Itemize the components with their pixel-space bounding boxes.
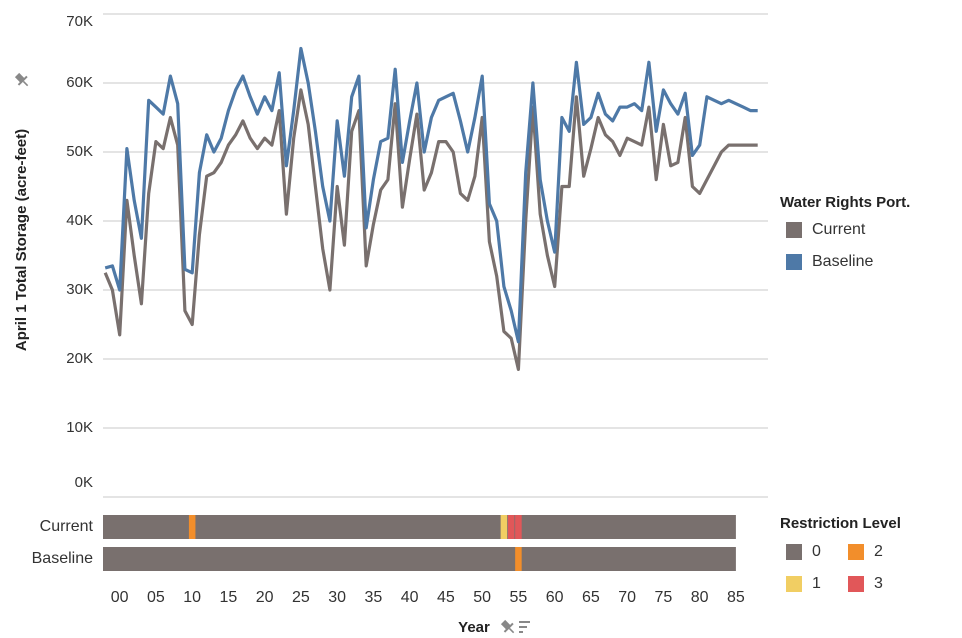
x-tick-label: 45 (437, 589, 455, 606)
legend-label: Baseline (812, 253, 873, 270)
legend-title: Restriction Level (780, 515, 901, 532)
legend-swatch (848, 544, 864, 560)
legend-title: Water Rights Port. (780, 194, 910, 211)
legend-label: 3 (874, 575, 883, 592)
x-tick-label: 60 (546, 589, 564, 606)
legend-label: 2 (874, 543, 883, 560)
sort-icon[interactable] (519, 621, 530, 633)
x-tick-label: 00 (111, 589, 129, 606)
x-tick-label: 25 (292, 589, 310, 606)
x-tick-label: 65 (582, 589, 600, 606)
y-tick-label: 50K (66, 143, 93, 160)
y-tick-label: 20K (66, 350, 93, 367)
y-tick-label: 0K (75, 474, 93, 491)
restriction-mark (507, 515, 515, 539)
pin-icon[interactable] (499, 618, 518, 637)
x-tick-label: 50 (473, 589, 491, 606)
y-tick-label: 70K (66, 13, 93, 30)
x-tick-label: 85 (727, 589, 745, 606)
x-axis-title: Year (458, 619, 490, 636)
row-label: Current (40, 518, 94, 535)
restriction-mark (515, 515, 522, 539)
x-tick-label: 30 (328, 589, 346, 606)
legend-label: Current (812, 221, 866, 238)
pin-icon[interactable] (13, 71, 32, 90)
restriction-mark (500, 515, 508, 539)
y-tick-label: 30K (66, 281, 93, 298)
x-tick-label: 70 (618, 589, 636, 606)
legend-swatch (786, 222, 802, 238)
x-tick-label: 80 (691, 589, 709, 606)
row-label: Baseline (32, 550, 93, 567)
x-tick-label: 35 (365, 589, 383, 606)
legend-label: 0 (812, 543, 821, 560)
x-tick-label: 55 (510, 589, 528, 606)
plot-area (103, 14, 768, 497)
legend-swatch (786, 544, 802, 560)
x-tick-label: 20 (256, 589, 274, 606)
y-tick-label: 40K (66, 212, 93, 229)
restriction-mark (515, 547, 522, 571)
legend-swatch (786, 254, 802, 270)
x-tick-label: 40 (401, 589, 419, 606)
strip (103, 547, 736, 571)
legend-swatch (786, 576, 802, 592)
series-line (103, 88, 758, 371)
legend-label: 1 (812, 575, 821, 592)
strip (103, 515, 736, 539)
y-axis-title: April 1 Total Storage (acre-feet) (13, 129, 30, 351)
y-tick-label: 10K (66, 419, 93, 436)
y-tick-label: 60K (66, 74, 93, 91)
x-tick-label: 75 (655, 589, 673, 606)
x-tick-label: 15 (220, 589, 238, 606)
series-line (104, 46, 758, 344)
x-tick-label: 10 (183, 589, 201, 606)
x-tick-label: 05 (147, 589, 165, 606)
restriction-mark (188, 515, 196, 539)
legend-swatch (848, 576, 864, 592)
